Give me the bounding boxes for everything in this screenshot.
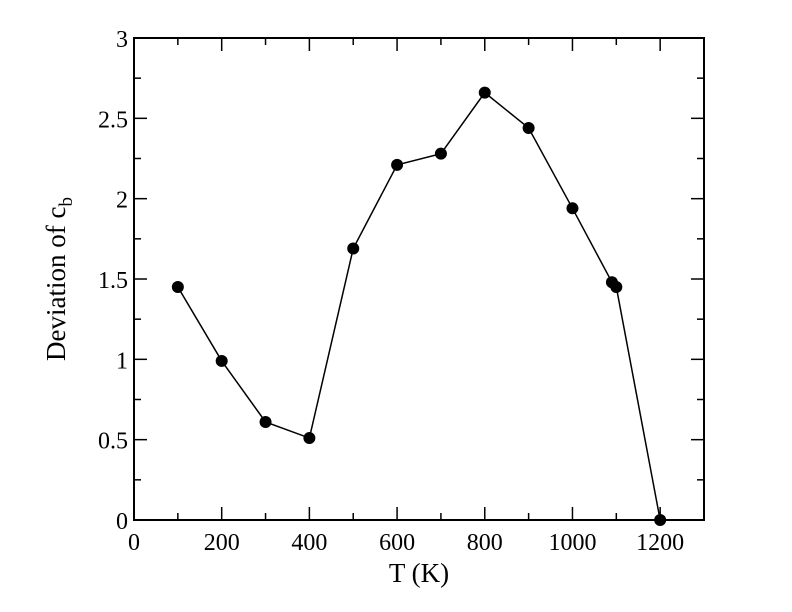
y-tick-label: 2 — [116, 188, 128, 214]
y-axis-title: Deviation of cb — [41, 197, 77, 361]
data-point — [171, 281, 184, 294]
y-tick-label: 1.5 — [98, 268, 128, 294]
y-tick-label: 0.5 — [98, 429, 128, 455]
x-tick-label: 400 — [291, 530, 327, 556]
data-point — [215, 354, 228, 367]
x-tick-label: 200 — [204, 530, 240, 556]
data-point — [478, 86, 491, 99]
x-tick-label: 0 — [128, 530, 140, 556]
y-tick-label: 0 — [116, 509, 128, 535]
data-point — [434, 147, 447, 160]
y-tick-label: 1 — [116, 348, 128, 374]
data-point — [522, 121, 535, 134]
y-axis-title-main: Deviation of c — [41, 207, 71, 361]
data-point — [259, 415, 272, 428]
axis-ticks — [133, 37, 705, 521]
plot-frame — [133, 37, 705, 521]
x-tick-label: 1000 — [548, 530, 596, 556]
x-tick-label: 1200 — [636, 530, 684, 556]
x-tick-label: 600 — [379, 530, 415, 556]
data-point — [303, 432, 316, 445]
axis-tick-labels: 0 200 400 600 800 1000 1200 0 0.5 1 1.5 2 2.5 3 — [98, 27, 684, 556]
data-point — [391, 158, 404, 171]
y-axis-title-subscript: b — [56, 197, 77, 207]
data-point — [566, 202, 579, 215]
series-line — [177, 91, 661, 521]
data-point — [610, 281, 623, 294]
data-point — [347, 242, 360, 255]
x-tick-label: 800 — [467, 530, 503, 556]
x-axis-title: T (K) — [389, 558, 449, 588]
y-tick-label: 3 — [116, 27, 128, 53]
data-series — [171, 86, 667, 526]
y-tick-label: 2.5 — [98, 107, 128, 133]
